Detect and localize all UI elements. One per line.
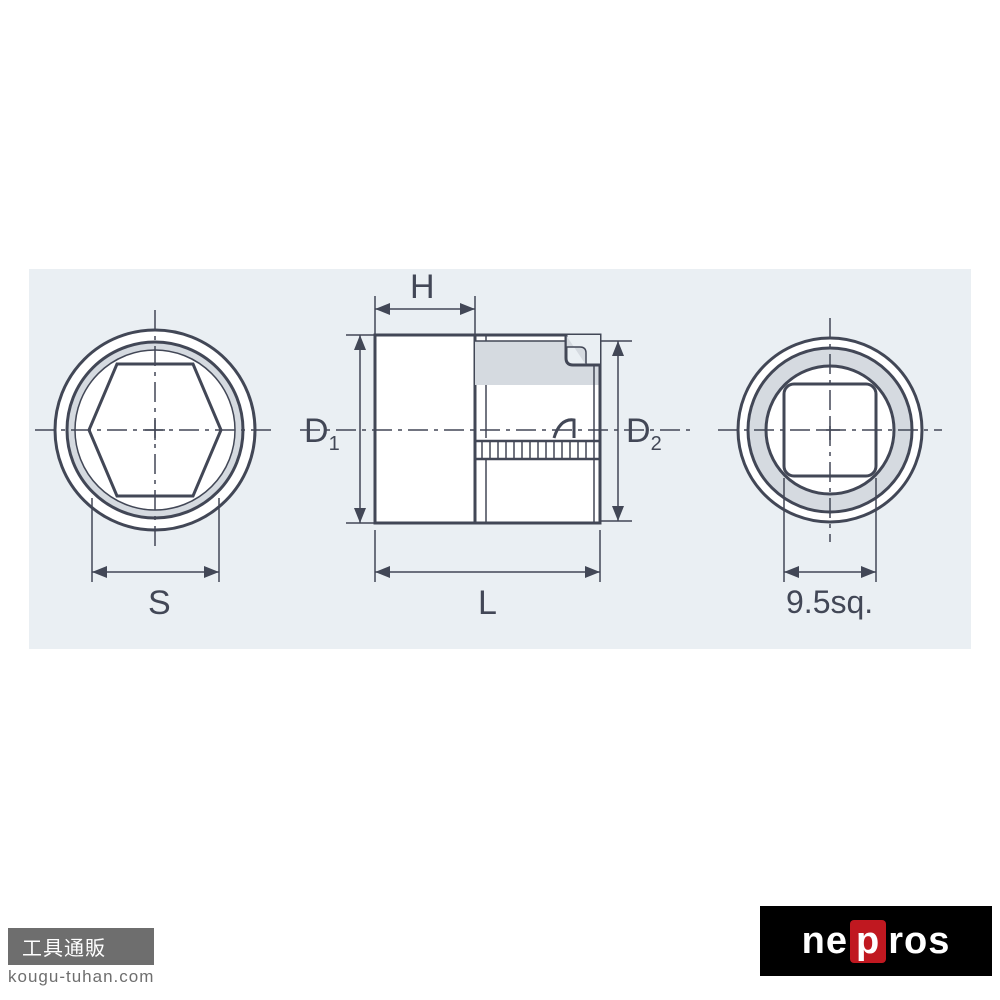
- right-view: [718, 318, 942, 582]
- left-view: [35, 310, 275, 582]
- label-s: S: [148, 584, 171, 623]
- label-l: L: [478, 584, 497, 623]
- label-d2: D2: [626, 412, 662, 456]
- nepros-logo: ne p ros: [760, 906, 992, 976]
- label-h: H: [410, 268, 435, 307]
- logo-p: p: [850, 920, 886, 963]
- logo-post: ros: [888, 920, 950, 963]
- footer-url: kougu-tuhan.com: [8, 967, 154, 987]
- label-drive-size: 9.5sq.: [786, 584, 873, 621]
- label-d1: D1: [304, 412, 340, 456]
- footer-left: 工具通販 kougu-tuhan.com: [8, 928, 154, 987]
- logo-pre: ne: [802, 920, 848, 963]
- technical-drawing: [0, 0, 1000, 1000]
- footer-brand: 工具通販: [8, 928, 154, 965]
